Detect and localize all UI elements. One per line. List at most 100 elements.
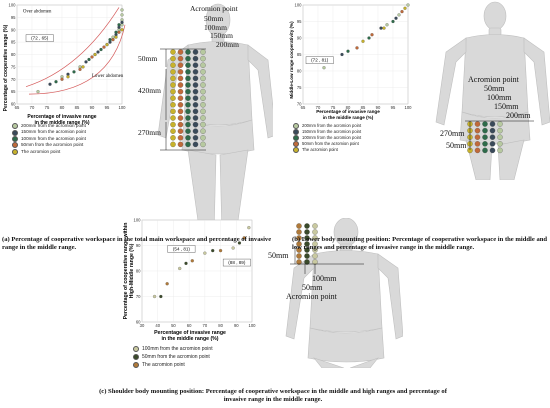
- chart-b-point-s0-3: [406, 3, 410, 7]
- fig-c-pos-4-2: [312, 247, 318, 253]
- position-grid-b: [467, 121, 503, 154]
- chart-b-legend-label-1: 150mm from the acromion point: [302, 129, 362, 135]
- fig-b-pos-2-3: [489, 134, 496, 140]
- fig-a-150mm-label: 150mm: [210, 31, 233, 40]
- fig-a-pos-10-2: [185, 115, 191, 121]
- fig-c-left-50mm: 50mm: [268, 251, 289, 260]
- chart-a-point-s1-3: [96, 50, 100, 54]
- fig-a-pos-0-1: [177, 49, 184, 55]
- chart-a-legend-marker-4: [12, 148, 18, 155]
- chart-b-point-s4-1: [382, 26, 386, 30]
- fig-a-left-420mm: 420mm: [138, 86, 161, 95]
- chart-a-point-s2-1: [72, 70, 76, 74]
- chart-c: Percentage of cooperative range within H…: [123, 218, 256, 342]
- chart-b-xtick-4: 85: [361, 105, 366, 110]
- fig-a-pos-10-3: [192, 115, 199, 121]
- fig-a-pos-13-3: [192, 135, 199, 141]
- chart-b-xtick-3: 80: [346, 105, 351, 110]
- fig-a-pos-1-0: [170, 55, 176, 62]
- fig-a-pos-6-0: [170, 88, 176, 95]
- chart-c-ytick-3: 90: [136, 243, 141, 248]
- chart-a-point-s1-7: [120, 20, 124, 24]
- fig-a-pos-3-2: [185, 69, 191, 75]
- chart-b-point-s0-1: [385, 23, 389, 27]
- chart-b-point-s2-0: [346, 49, 350, 53]
- fig-c-pos-0-1: [304, 223, 310, 229]
- fig-c-pos-3-1: [304, 241, 310, 247]
- chart-c-ylabel-1: Percentage of cooperative range within: [123, 223, 129, 320]
- chart-b-ytick-0: 70: [297, 102, 302, 107]
- chart-a-point-s3-2: [90, 55, 94, 59]
- chart-a-legend-marker-0: [12, 123, 18, 130]
- fig-a-pos-14-4: [200, 141, 206, 148]
- chart-a-point-s2-6: [117, 23, 121, 27]
- fig-b-pos-4-1: [474, 147, 481, 154]
- chart-a-point-s1-2: [84, 60, 88, 64]
- fig-a-pos-7-3: [192, 95, 199, 101]
- chart-b-xtick-2: 75: [331, 105, 336, 110]
- chart-a-xtick-4: 85: [75, 105, 80, 110]
- fig-c-pos-3-2: [312, 241, 318, 247]
- chart-a-legend-marker-3: [12, 142, 18, 149]
- chart-c-legend-marker-2: [133, 362, 139, 368]
- fig-c-pos-4-0: [296, 247, 302, 253]
- fig-a-pos-9-3: [192, 108, 199, 115]
- fig-b-pos-3-2: [482, 141, 488, 147]
- fig-b-100mm-label: 100mm: [487, 93, 512, 102]
- legend-b: 200mm from the acromion point 150mm from …: [293, 123, 403, 153]
- fig-a-pos-9-2: [185, 108, 191, 115]
- chart-c-ytick-1: 70: [136, 294, 141, 299]
- fig-a-pos-0-0: [170, 49, 176, 55]
- chart-b-ylabel: Middle-Low range cooperativity (%): [289, 21, 294, 99]
- fig-a-pos-11-4: [200, 121, 206, 128]
- fig-b-pos-1-1: [474, 127, 481, 134]
- fig-c-pos-0-2: [312, 223, 318, 229]
- chart-a-point-s0-10: [120, 8, 124, 12]
- chart-c-legend-label-2: The acromion point: [142, 362, 185, 368]
- chart-b-xtick-6: 95: [391, 105, 396, 110]
- position-grid-c: [296, 223, 318, 265]
- figure-b-robot: Acromion point 50mm 100mm 150mm 200mm 27…: [435, 1, 550, 180]
- chart-c-legend-item-1: 50mm from the acromion point: [133, 353, 263, 361]
- chart-b-annot-coord: (72 , 81): [311, 58, 329, 63]
- chart-a-point-s3-3: [102, 45, 106, 49]
- fig-a-pos-1-1: [177, 55, 184, 62]
- chart-c-legend-label-1: 50mm from the acromion point: [142, 354, 210, 360]
- fig-b-200mm-label: 200mm: [506, 111, 531, 120]
- chart-a-point-s2-0: [54, 80, 58, 84]
- fig-b-left-50mm: 50mm: [446, 141, 467, 150]
- chart-b-point-s0-0: [322, 66, 326, 70]
- chart-a-point-s0-0: [36, 90, 40, 94]
- fig-a-pos-8-4: [200, 102, 206, 108]
- fig-c-pos-2-0: [296, 235, 302, 241]
- fig-a-pos-2-3: [192, 62, 199, 68]
- fig-a-pos-0-4: [200, 49, 206, 55]
- chart-a-legend-item-4: The acromion point: [12, 149, 132, 155]
- chart-a-point-s4-5: [120, 28, 124, 32]
- fig-a-pos-12-3: [192, 128, 199, 134]
- fig-b-pos-1-2: [482, 127, 488, 134]
- fig-c-pos-1-2: [312, 229, 318, 235]
- chart-b-legend-marker-0: [293, 123, 299, 129]
- chart-b-legend-label-0: 200mm from the acromion point: [302, 123, 362, 129]
- fig-b-pos-0-2: [482, 121, 488, 127]
- chart-c-point-s2-0: [165, 282, 169, 286]
- fig-b-50mm-label: 50mm: [484, 84, 505, 93]
- chart-c-xtick-6: 90: [234, 323, 239, 328]
- chart-a-ytick-1: 65: [11, 89, 16, 94]
- chart-c-ytick-0: 60: [136, 320, 141, 325]
- fig-a-pos-4-3: [192, 75, 199, 82]
- fig-a-200mm-label: 200mm: [216, 40, 239, 49]
- chart-a-legend-item-1: 150mm from the acromion point: [12, 129, 132, 136]
- chart-b-ytick-4: 90: [297, 36, 302, 41]
- chart-a-xlabel-2: in the middle range (%): [34, 120, 89, 125]
- chart-b-point-s0-2: [397, 13, 401, 17]
- fig-b-pos-4-3: [489, 147, 496, 154]
- chart-b-legend-item-0: 200mm from the acromion point: [293, 123, 403, 129]
- chart-c-point-s1-1: [184, 261, 188, 265]
- fig-a-pos-10-0: [170, 115, 176, 121]
- chart-a-ylabel: Percentage of cooperative range (%): [3, 24, 9, 111]
- fig-a-pos-3-0: [170, 69, 176, 75]
- chart-a: Percentage of cooperative range (%) Perc…: [3, 3, 126, 126]
- chart-b-legend-item-1: 150mm from the acromion point: [293, 129, 403, 135]
